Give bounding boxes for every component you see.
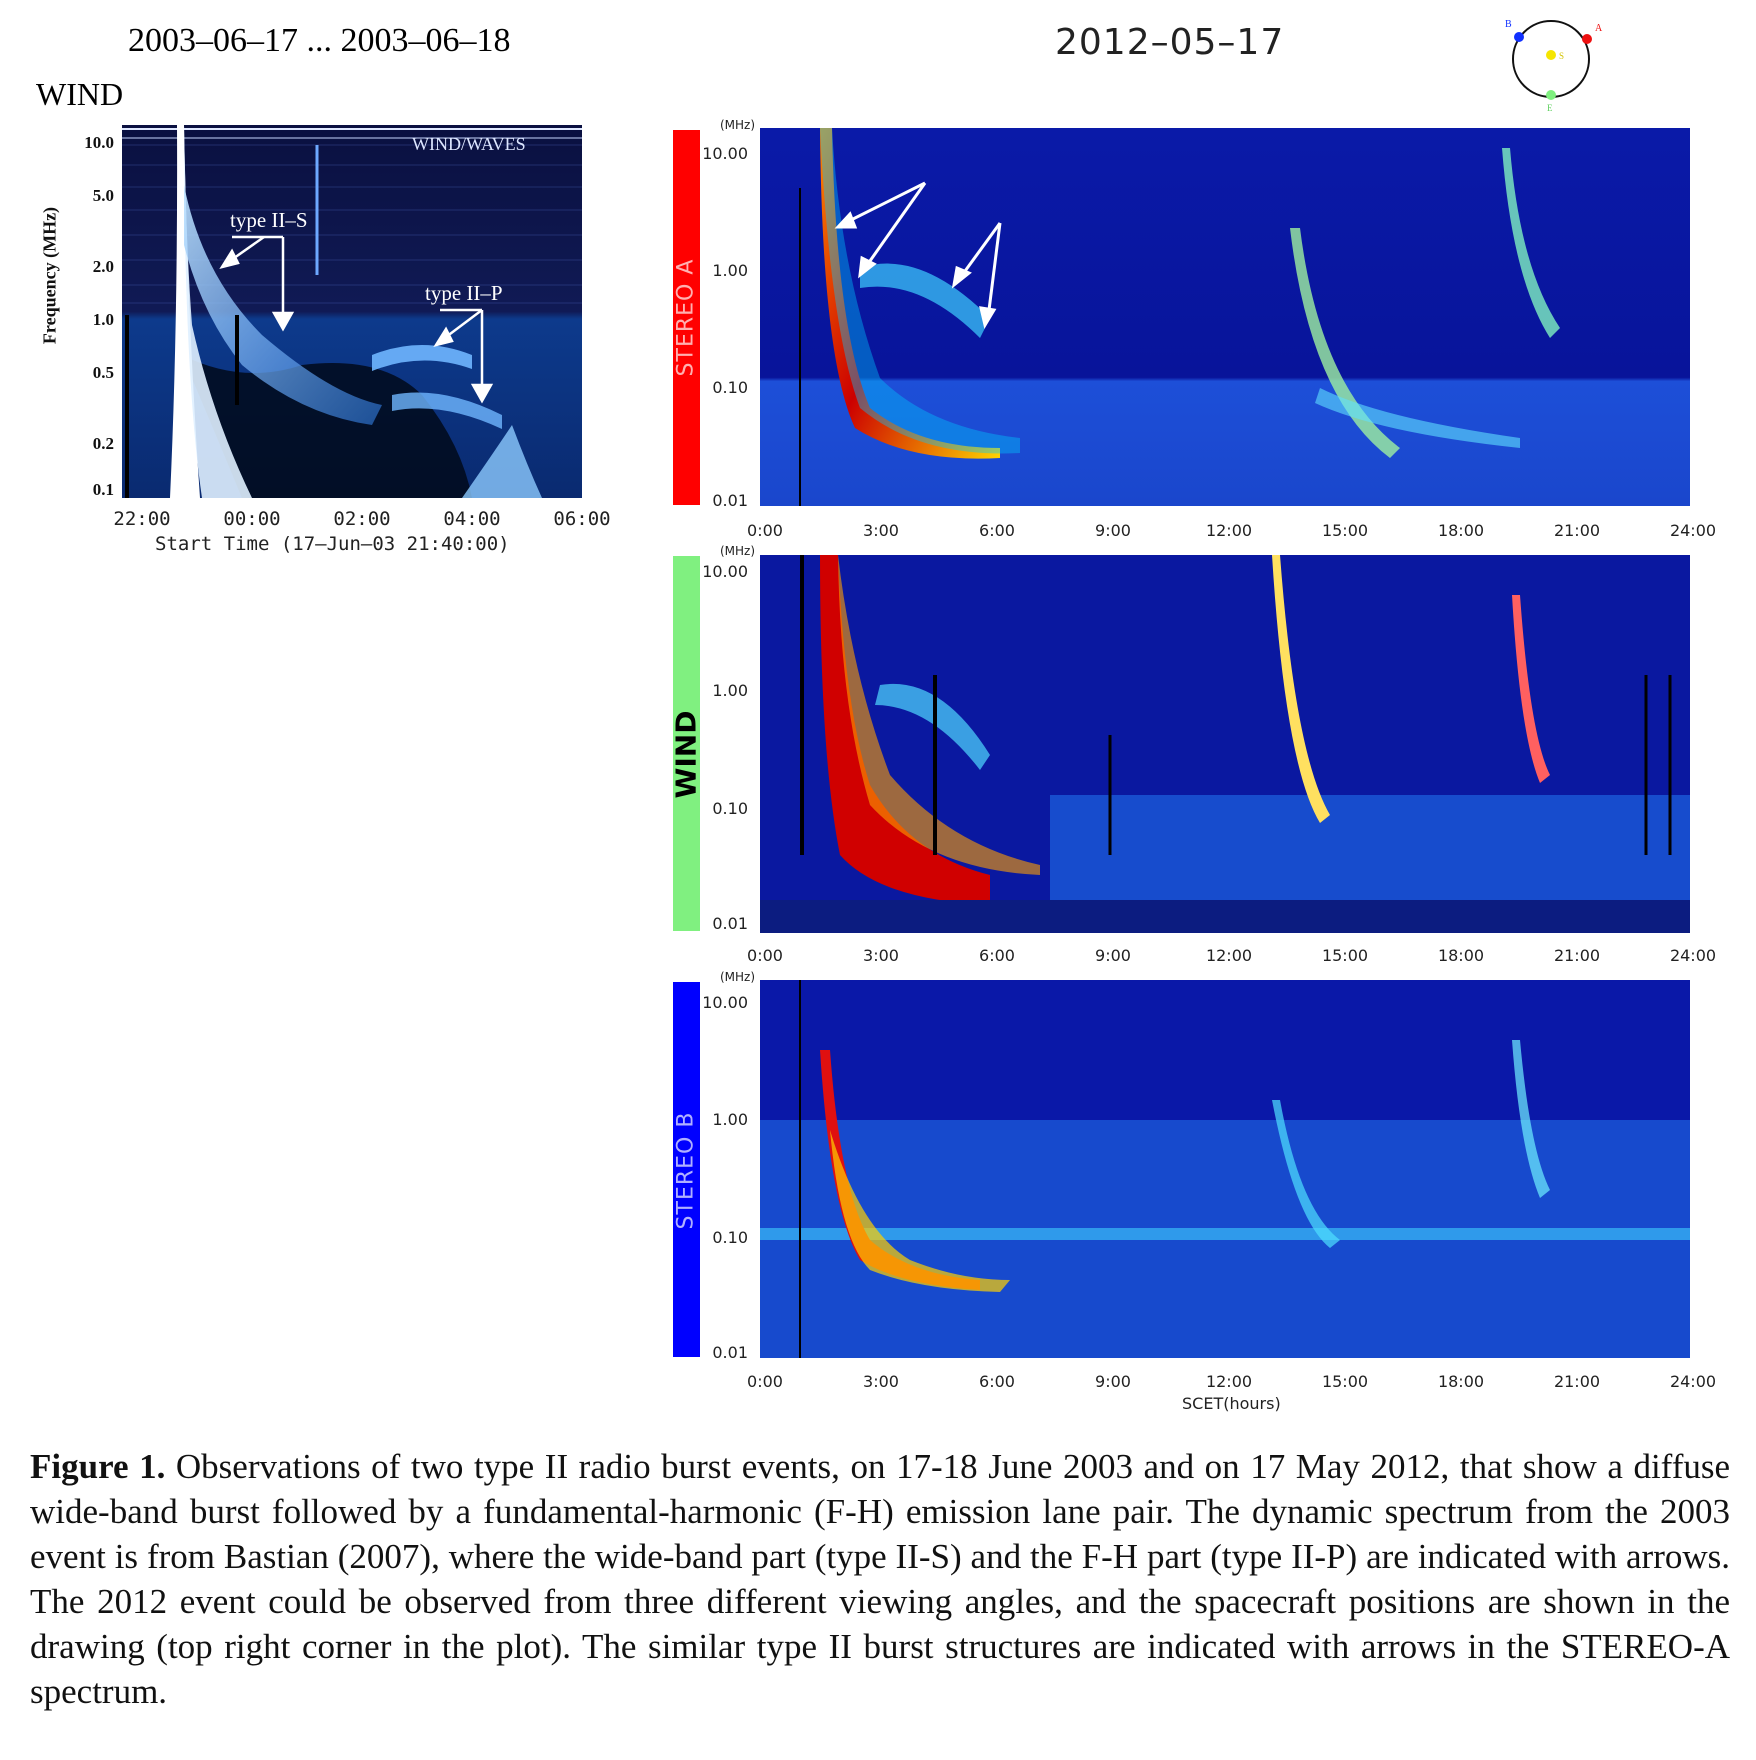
- xtick: 6:00: [979, 521, 1015, 540]
- xtick: 24:00: [1669, 521, 1717, 540]
- ytick: 0.10: [712, 799, 748, 818]
- xtick: 21:00: [1553, 946, 1601, 965]
- unit-label: (MHz): [720, 970, 756, 984]
- xtick: 6:00: [979, 1372, 1015, 1391]
- annotation-type-ii-s: type II–S: [230, 208, 308, 232]
- xtick: 3:00: [863, 1372, 899, 1391]
- stereo-a-position: [1582, 34, 1592, 44]
- left-ytick: 2.0: [92, 257, 114, 276]
- left-plot-title: WIND/WAVES: [412, 134, 526, 154]
- ytick: 0.01: [712, 914, 748, 933]
- ytick: 1.00: [712, 261, 748, 280]
- xtick: 3:00: [863, 521, 899, 540]
- left-ytick: 1.0: [92, 310, 114, 329]
- orbit-label-a: A: [1595, 23, 1603, 34]
- ytick: 1.00: [712, 1110, 748, 1129]
- stereo-a-spectrogram: [760, 128, 1690, 506]
- xtick: 24:00: [1669, 1372, 1717, 1391]
- xtick: 3:00: [863, 946, 899, 965]
- unit-label: (MHz): [720, 544, 756, 558]
- stereo-b-position: [1514, 32, 1524, 42]
- xtick: 9:00: [1095, 521, 1131, 540]
- left-spectrogram: WIND/WAVES type II–S type II–P: [122, 125, 582, 498]
- left-xtick: 06:00: [553, 508, 611, 530]
- left-xtick: 02:00: [333, 508, 391, 530]
- xtick: 15:00: [1321, 946, 1369, 965]
- xtick: 21:00: [1553, 521, 1601, 540]
- left-x-axis-label: Start Time (17–Jun–03 21:40:00): [155, 533, 510, 555]
- right-x-axis-label: SCET(hours): [1182, 1394, 1281, 1413]
- xtick: 18:00: [1437, 521, 1485, 540]
- xtick: 12:00: [1205, 946, 1253, 965]
- wind-color-bar: [673, 556, 700, 931]
- ytick: 10.00: [702, 562, 748, 581]
- left-date-range: 2003–06–17 ... 2003–06–18: [128, 22, 511, 59]
- right-date: 2012–05–17: [1055, 22, 1285, 63]
- left-ytick: 0.5: [92, 363, 114, 382]
- left-xtick: 00:00: [223, 508, 281, 530]
- left-instrument-label: WIND: [36, 76, 124, 112]
- caption-text: Observations of two type II radio burst …: [30, 1447, 1730, 1711]
- unit-label: (MHz): [720, 118, 756, 132]
- wind-spectrogram: [760, 555, 1690, 933]
- annotation-type-ii-p: type II–P: [425, 281, 503, 305]
- ytick: 0.01: [712, 491, 748, 510]
- xtick: 15:00: [1321, 1372, 1369, 1391]
- left-ytick: 0.1: [92, 480, 114, 499]
- stereo-b-spectrogram: [760, 980, 1690, 1358]
- left-ytick: 5.0: [92, 186, 114, 205]
- ytick: 0.10: [712, 378, 748, 397]
- xtick: 6:00: [979, 946, 1015, 965]
- xtick: 21:00: [1553, 1372, 1601, 1391]
- xtick: 24:00: [1669, 946, 1717, 965]
- left-ytick: 0.2: [92, 434, 114, 453]
- xtick: 18:00: [1437, 1372, 1485, 1391]
- xtick: 0:00: [747, 946, 783, 965]
- xtick: 15:00: [1321, 521, 1369, 540]
- sun-position: [1546, 50, 1556, 60]
- left-xtick: 22:00: [113, 508, 171, 530]
- xtick: 0:00: [747, 521, 783, 540]
- left-xtick: 04:00: [443, 508, 501, 530]
- ytick: 0.01: [712, 1343, 748, 1362]
- xtick: 0:00: [747, 1372, 783, 1391]
- earth-position: [1546, 90, 1556, 100]
- xtick: 12:00: [1205, 1372, 1253, 1391]
- ytick: 10.00: [702, 144, 748, 163]
- left-ytick: 10.0: [84, 133, 114, 152]
- orbit-label-e: E: [1547, 103, 1553, 113]
- stereo-b-color-bar: [673, 982, 700, 1357]
- xtick: 18:00: [1437, 946, 1485, 965]
- left-arrows: [219, 235, 494, 404]
- ytick: 1.00: [712, 681, 748, 700]
- figure-caption: Figure 1. Observations of two type II ra…: [30, 1444, 1730, 1714]
- stereo-a-color-bar: [673, 130, 700, 505]
- caption-label: Figure 1.: [30, 1447, 166, 1486]
- xtick: 9:00: [1095, 946, 1131, 965]
- xtick: 9:00: [1095, 1372, 1131, 1391]
- orbit-label-b: B: [1505, 19, 1512, 30]
- orbit-label-s: S: [1559, 51, 1564, 61]
- ytick: 10.00: [702, 993, 748, 1012]
- spacecraft-orbit-diagram: B A S E: [1505, 19, 1603, 113]
- ytick: 0.10: [712, 1228, 748, 1247]
- stereo-a-arrows: [834, 181, 1002, 329]
- xtick: 12:00: [1205, 521, 1253, 540]
